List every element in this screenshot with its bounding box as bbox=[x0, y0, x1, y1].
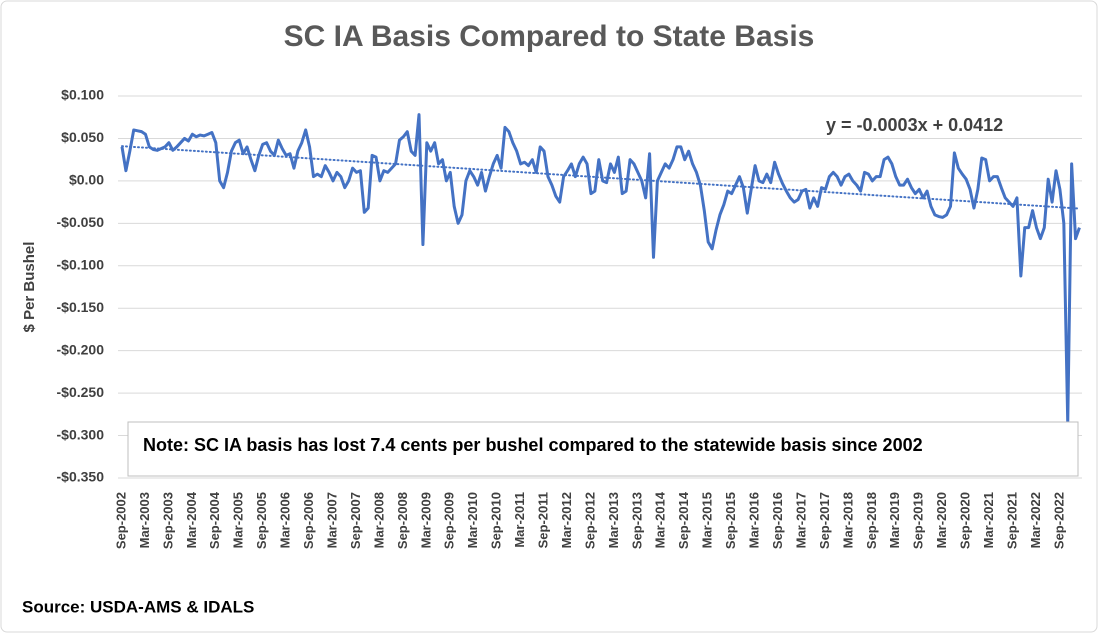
y-tick-label: $0.00 bbox=[69, 172, 104, 188]
x-tick-label: Mar-2013 bbox=[606, 492, 621, 548]
y-tick-label: -$0.250 bbox=[57, 384, 105, 400]
y-tick-label: -$0.200 bbox=[57, 341, 105, 357]
x-tick-label: Mar-2015 bbox=[700, 492, 715, 548]
y-tick-label: -$0.350 bbox=[57, 469, 105, 485]
trend-label: y = -0.0003x + 0.0412 bbox=[826, 115, 1003, 135]
x-tick-label: Sep-2002 bbox=[113, 492, 128, 549]
x-tick-label: Sep-2019 bbox=[911, 492, 926, 549]
note: Note: SC IA basis has lost 7.4 cents per… bbox=[143, 435, 923, 455]
x-tick-label: Sep-2009 bbox=[442, 492, 457, 549]
x-tick-label: Mar-2011 bbox=[512, 492, 527, 548]
x-tick-label: Mar-2004 bbox=[184, 491, 199, 548]
x-tick-label: Mar-2012 bbox=[559, 492, 574, 548]
x-tick-label: Sep-2010 bbox=[489, 492, 504, 549]
x-tick-label: Sep-2007 bbox=[348, 492, 363, 549]
x-tick-label: Sep-2018 bbox=[864, 492, 879, 549]
x-tick-label: Sep-2020 bbox=[958, 492, 973, 549]
data-line bbox=[120, 113, 1081, 425]
x-tick-label: Mar-2008 bbox=[371, 492, 386, 548]
note-box bbox=[127, 421, 1079, 477]
chart-title: SC IA Basis Compared to State Basis bbox=[284, 20, 815, 53]
x-tick-label: Sep-2015 bbox=[723, 492, 738, 549]
x-tick-label: Sep-2011 bbox=[536, 492, 551, 548]
trend-line bbox=[121, 145, 1081, 210]
y-tick-label: -$0.150 bbox=[57, 299, 105, 315]
x-tick-label: Mar-2016 bbox=[747, 492, 762, 548]
x-tick-label: Mar-2021 bbox=[981, 492, 996, 548]
x-tick-label: Mar-2007 bbox=[324, 492, 339, 548]
x-tick-label: Sep-2004 bbox=[207, 491, 222, 549]
source: Source: USDA-AMS & IDALS bbox=[22, 597, 254, 616]
x-tick-label: Sep-2003 bbox=[160, 492, 175, 549]
x-tick-label: Sep-2014 bbox=[676, 491, 691, 549]
x-tick-label: Sep-2006 bbox=[301, 492, 316, 549]
x-tick-label: Mar-2018 bbox=[840, 492, 855, 548]
x-tick-label: Mar-2003 bbox=[137, 492, 152, 548]
x-tick-label: Mar-2006 bbox=[278, 492, 293, 548]
x-tick-label: Mar-2009 bbox=[418, 492, 433, 548]
x-tick-label: Sep-2021 bbox=[1004, 492, 1019, 549]
x-tick-label: Mar-2017 bbox=[793, 492, 808, 548]
x-tick-label: Sep-2022 bbox=[1051, 492, 1066, 549]
x-tick-label: Mar-2010 bbox=[465, 492, 480, 548]
y-axis-label: $ Per Bushel bbox=[21, 242, 38, 333]
x-tick-label: Sep-2013 bbox=[629, 492, 644, 549]
x-tick-label: Mar-2005 bbox=[231, 492, 246, 548]
y-tick-label: -$0.300 bbox=[57, 426, 105, 442]
x-tick-label: Sep-2005 bbox=[254, 492, 269, 549]
x-tick-label: Sep-2017 bbox=[817, 492, 832, 549]
x-tick-label: Mar-2020 bbox=[934, 492, 949, 548]
y-tick-label: $0.050 bbox=[61, 129, 104, 145]
y-tick-label: $0.100 bbox=[61, 87, 104, 103]
x-tick-label: Sep-2008 bbox=[395, 492, 410, 549]
x-tick-label: Mar-2022 bbox=[1028, 492, 1043, 548]
x-tick-label: Mar-2014 bbox=[653, 491, 668, 548]
x-tick-label: Sep-2016 bbox=[770, 492, 785, 549]
x-tick-label: Sep-2012 bbox=[582, 492, 597, 549]
y-tick-label: -$0.100 bbox=[57, 256, 105, 272]
y-tick-label: -$0.050 bbox=[57, 214, 105, 230]
x-tick-label: Mar-2019 bbox=[887, 492, 902, 548]
